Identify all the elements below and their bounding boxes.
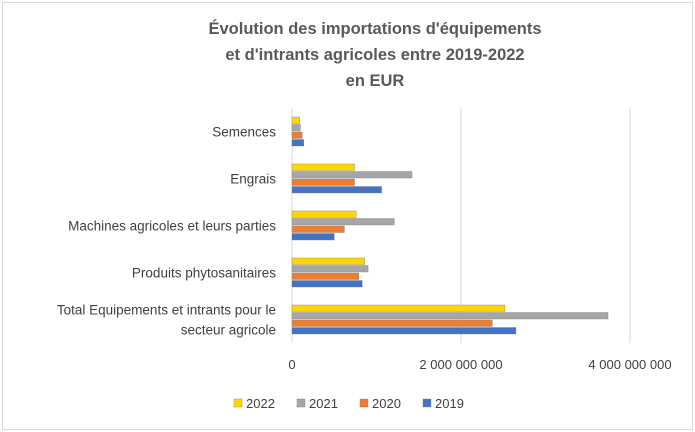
x-tick-label: 2 000 000 000 [419, 357, 502, 372]
bar-2021 [291, 312, 609, 320]
bar-2020 [291, 131, 303, 139]
legend-swatch-2022 [233, 398, 243, 408]
bar-2020 [291, 272, 359, 280]
bar-2022 [291, 116, 300, 124]
bar-2019 [291, 139, 305, 147]
bar-2020 [291, 178, 355, 186]
category-labels: Semences Engrais Machines agricoles et leu… [57, 125, 276, 338]
bar-2021 [291, 265, 369, 273]
bar-2022 [291, 257, 365, 265]
category-label: Produits phytosanitaires [132, 266, 276, 281]
category-label: Semences [212, 125, 276, 140]
legend: 2022 2021 2020 2019 [233, 396, 464, 411]
chart-title: Évolution des importations d'équipements… [208, 19, 541, 90]
chart-title-line: en EUR [346, 72, 405, 90]
bar-2020 [291, 225, 345, 233]
legend-swatch-2021 [296, 398, 306, 408]
legend-label: 2021 [309, 396, 338, 411]
bar-2019 [291, 327, 517, 335]
category-label: Engrais [230, 172, 276, 187]
bars [291, 116, 609, 335]
category-label: Total Equipements et intrants pour le [57, 303, 276, 318]
bar-2020 [291, 319, 493, 327]
legend-label: 2022 [246, 396, 275, 411]
legend-label: 2019 [435, 396, 464, 411]
chart-title-line: Évolution des importations d'équipements [208, 19, 541, 38]
bar-2022 [291, 210, 357, 218]
legend-label: 2020 [372, 396, 401, 411]
x-tick-label: 4 000 000 000 [588, 357, 671, 372]
bar-2022 [291, 304, 506, 312]
bar-2021 [291, 218, 395, 226]
bar-2019 [291, 280, 363, 288]
category-label: secteur agricole [181, 323, 276, 338]
bar-2021 [291, 171, 413, 179]
category-label: Machines agricoles et leurs parties [68, 219, 276, 234]
legend-swatch-2020 [359, 398, 369, 408]
chart-title-line: et d'intrants agricoles entre 2019-2022 [225, 46, 524, 64]
legend-swatch-2019 [422, 398, 432, 408]
x-tick-labels: 0 2 000 000 000 4 000 000 000 [288, 357, 671, 372]
x-tick-label: 0 [288, 357, 295, 372]
bar-2022 [291, 163, 355, 171]
gridlines [291, 108, 631, 343]
bar-2021 [291, 124, 301, 132]
bar-2019 [291, 186, 382, 194]
bar-2019 [291, 233, 335, 241]
